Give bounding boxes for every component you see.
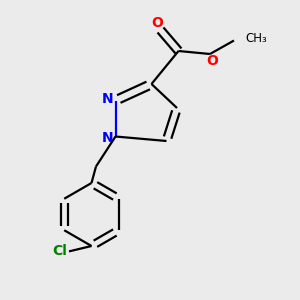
Text: O: O [206,54,218,68]
Text: O: O [151,16,163,30]
Text: Cl: Cl [52,244,68,258]
Text: N: N [101,92,113,106]
Text: CH₃: CH₃ [245,32,267,46]
Text: N: N [101,131,113,145]
